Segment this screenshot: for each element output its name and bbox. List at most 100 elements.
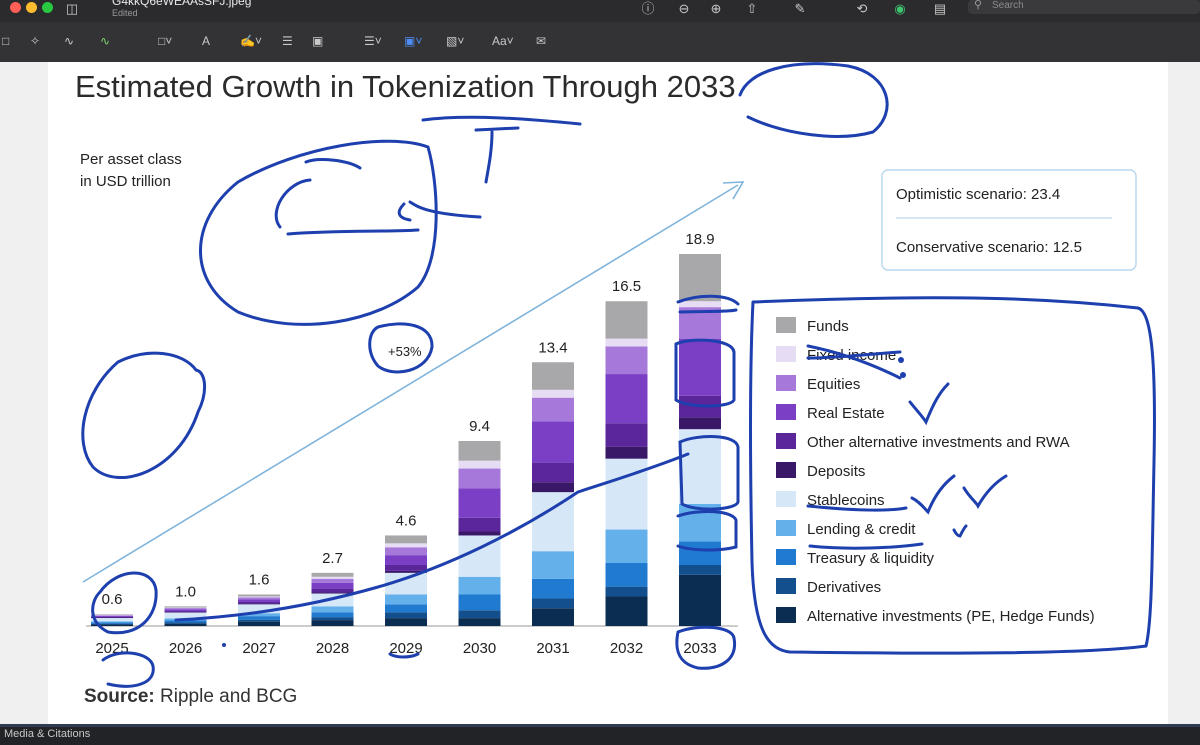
instant-alpha-icon[interactable]: ✧ xyxy=(30,34,41,48)
x-tick-2026: 2026 xyxy=(169,640,202,657)
ink-circle-2025-label xyxy=(101,651,155,688)
bar-segment-2025-funds xyxy=(91,614,133,615)
legend-label-equities: Equities xyxy=(807,376,860,393)
bar-segment-2031-equities xyxy=(532,397,574,422)
bar-segment-2029-funds xyxy=(385,535,427,544)
legend-label-treasury-liquidity: Treasury & liquidity xyxy=(807,550,934,567)
shape-style-icon[interactable]: ☰˅ xyxy=(364,34,382,48)
growth-arrow-head xyxy=(722,181,745,200)
total-label-2026: 1.0 xyxy=(175,583,196,600)
legend-swatch-funds xyxy=(776,317,796,333)
border-color-icon[interactable]: ▣˅ xyxy=(404,34,423,48)
ink-strike-fixed-income xyxy=(806,344,902,380)
bar-segment-2032-lending-credit xyxy=(605,529,648,564)
legend-swatch-fixed-income xyxy=(776,346,796,362)
legend-label-real-estate: Real Estate xyxy=(807,405,885,422)
ink-t-mark xyxy=(474,126,520,184)
bar-segment-2033-alternative-investments-pe-hedge-funds- xyxy=(679,574,721,626)
legend-label-lending-credit: Lending & credit xyxy=(807,521,916,538)
bar-segment-2030-funds xyxy=(458,440,501,461)
bar-segment-2029-deposits xyxy=(385,570,427,573)
bar-segment-2029-fixed-income xyxy=(385,543,427,548)
bar-segment-2028-alternative-investments-pe-hedge-funds- xyxy=(311,620,354,626)
shapes-tool-icon[interactable]: □˅ xyxy=(158,34,173,48)
rotate-icon[interactable]: ⟲ xyxy=(856,1,868,16)
footer-label[interactable]: Media & Citations xyxy=(4,728,91,740)
ink-box-legend xyxy=(749,296,1156,655)
bar-segment-2032-equities xyxy=(605,346,648,375)
bar-segment-2033-deposits xyxy=(679,417,721,430)
text-style-icon[interactable]: Aa˅ xyxy=(492,34,514,48)
zoom-in-icon[interactable]: ⊕ xyxy=(710,1,722,16)
bar-segment-2026-treasury-liquidity xyxy=(164,620,207,623)
bar-segment-2026-alternative-investments-pe-hedge-funds- xyxy=(164,623,207,626)
highlight-icon[interactable]: ✎ xyxy=(794,1,806,16)
bar-segment-2033-stablecoins xyxy=(679,429,721,504)
ink-underline-stablecoins xyxy=(806,504,908,512)
ink-circle-subtitle xyxy=(199,139,438,326)
ink-trend-curve xyxy=(174,452,690,622)
bar-segment-2026-funds xyxy=(164,606,207,608)
zoom-window-button[interactable] xyxy=(42,2,53,13)
bar-segment-2032-deposits xyxy=(605,446,648,459)
bar-segment-2025-stablecoins xyxy=(91,617,133,622)
legend-swatch-stablecoins xyxy=(776,491,796,507)
ink-box-real-estate xyxy=(674,338,736,408)
bar-segment-2029-derivatives xyxy=(385,612,427,619)
form-fill-icon[interactable]: ▤ xyxy=(933,1,947,16)
legend-swatch-alternative-investments-pe-hedge-funds- xyxy=(776,607,796,623)
bar-segment-2025-lending-credit xyxy=(91,621,133,623)
sketch-tool-icon[interactable]: ∿ xyxy=(64,34,75,48)
legend-swatch-derivatives xyxy=(776,578,796,594)
bar-segment-2031-fixed-income xyxy=(532,389,574,398)
total-label-2025: 0.6 xyxy=(102,591,123,608)
share-icon[interactable]: ⇧ xyxy=(746,1,758,16)
bar-segment-2029-alternative-investments-pe-hedge-funds- xyxy=(385,618,427,626)
total-label-2033: 18.9 xyxy=(685,231,714,248)
zoom-out-icon[interactable]: ⊖ xyxy=(678,1,690,16)
bar-segment-2026-real-estate xyxy=(164,609,207,612)
sidebar-toggle-icon[interactable]: ◫ xyxy=(65,1,79,16)
bar-segment-2027-derivatives xyxy=(238,619,280,622)
search-field[interactable]: ⚲ Search xyxy=(968,0,1200,14)
fill-color-icon[interactable]: ▧˅ xyxy=(446,34,465,48)
annotate-icon[interactable]: ✉ xyxy=(536,34,547,48)
ink-dot-2 xyxy=(900,372,906,378)
minimize-window-button[interactable] xyxy=(26,2,37,13)
ink-box-stablecoins xyxy=(678,435,740,511)
adjust-size-icon[interactable]: ▣ xyxy=(312,34,324,48)
chart-svg: Estimated Growth in Tokenization Through… xyxy=(75,62,1156,707)
bar-segment-2030-deposits xyxy=(458,531,501,536)
text-tool-icon[interactable]: A xyxy=(202,34,211,48)
bar-segment-2030-other-alternative-investments-and-rwa xyxy=(458,517,501,532)
document-title[interactable]: G4kkQ6eWEAAsSFJ.jpeg xyxy=(112,0,252,8)
bar-segment-2033-funds xyxy=(679,254,721,302)
bar-segment-2030-real-estate xyxy=(458,488,501,518)
source-note: Source: Ripple and BCG xyxy=(84,686,297,707)
bar-segment-2027-lending-credit xyxy=(238,613,280,617)
document-stage: Estimated Growth in Tokenization Through… xyxy=(0,62,1200,724)
bar-segment-2025-real-estate xyxy=(91,615,133,617)
ink-check-stablecoins-2 xyxy=(962,474,1008,510)
bar-segment-2025-treasury-liquidity xyxy=(91,622,133,624)
bar-segment-2031-other-alternative-investments-and-rwa xyxy=(532,462,574,483)
bar-segment-2026-derivatives xyxy=(164,622,207,624)
legend-label-deposits: Deposits xyxy=(807,463,865,480)
slide-page: Estimated Growth in Tokenization Through… xyxy=(48,62,1168,724)
bar-segment-2026-fixed-income xyxy=(164,607,207,609)
source-note-label: Source: xyxy=(84,686,155,707)
bar-segment-2032-alternative-investments-pe-hedge-funds- xyxy=(605,596,648,626)
info-icon[interactable]: ⓘ xyxy=(641,1,655,16)
draw-tool-icon[interactable]: ∿ xyxy=(100,34,111,48)
markup-toolbar: □ ✧ ∿ ∿ □˅ A ✍˅ ☰ ▣ ☰˅ ▣˅ ▧˅ Aa˅ ✉ xyxy=(0,22,1200,63)
sign-tool-icon[interactable]: ✍˅ xyxy=(240,34,262,48)
total-label-2030: 9.4 xyxy=(469,418,490,435)
selection-tool-icon[interactable]: □ xyxy=(2,34,10,48)
markup-icon[interactable]: ◉ xyxy=(894,1,906,16)
bar-segment-2029-lending-credit xyxy=(385,594,427,605)
chart-subtitle-line-1: Per asset class xyxy=(80,151,182,168)
close-window-button[interactable] xyxy=(10,2,21,13)
ink-circle-growth xyxy=(368,322,434,374)
adjust-color-icon[interactable]: ☰ xyxy=(282,34,293,48)
bar-segment-2032-derivatives xyxy=(605,586,648,597)
